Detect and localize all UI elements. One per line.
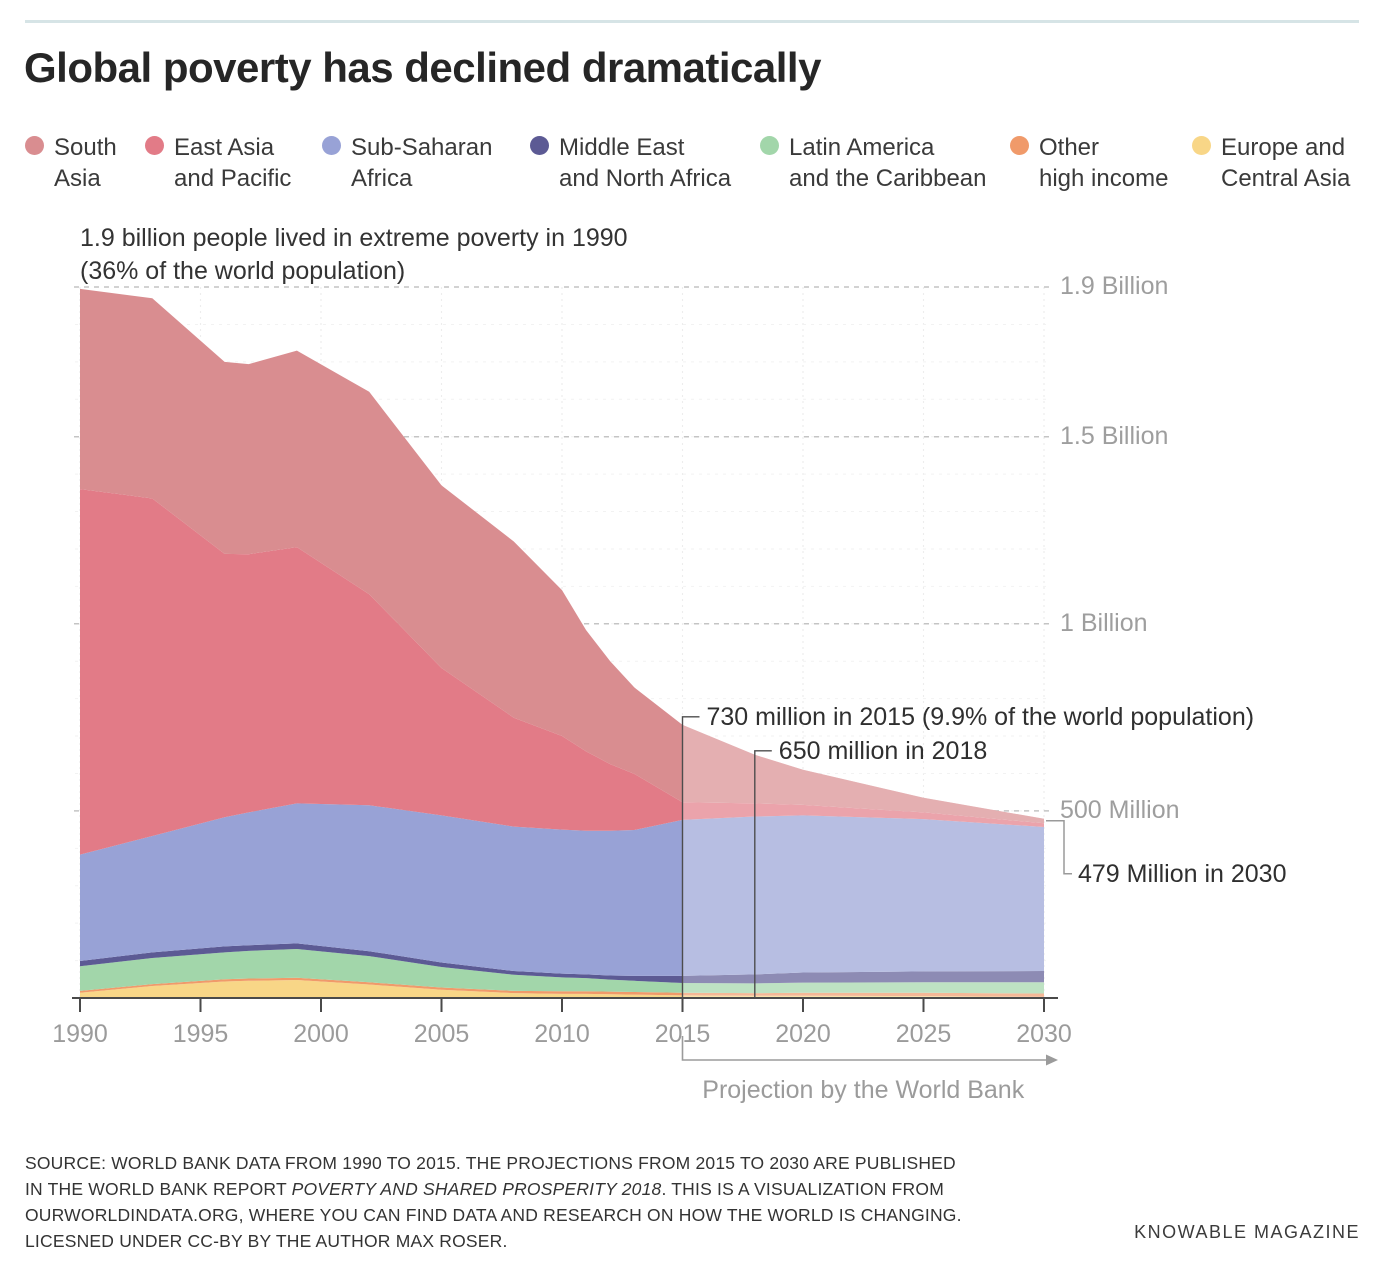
y-gridline-label: 1.9 Billion (1060, 272, 1169, 301)
legend-item-other-high-income: Other high income (1010, 132, 1168, 194)
x-axis-label-1990: 1990 (52, 1020, 108, 1048)
x-axis-label-1995: 1995 (172, 1020, 229, 1048)
y-gridline-label: 1.5 Billion (1060, 421, 1169, 450)
source-line-3: OURWORLDINDATA.ORG, WHERE YOU CAN FIND D… (25, 1205, 962, 1225)
projection-overlay (682, 288, 1044, 998)
annotation-2018: 650 million in 2018 (778, 736, 988, 765)
annotation-2030: 479 Million in 2030 (1078, 859, 1287, 888)
area-south-asia (80, 288, 1044, 824)
legend-item-sub-saharan-africa: Sub-Saharan Africa (322, 132, 492, 194)
legend-item-east-asia-and-pacific: East Asia and Pacific (145, 132, 291, 194)
source-note: SOURCE: WORLD BANK DATA FROM 1990 TO 201… (25, 1150, 962, 1254)
area-latin-america-and-the-caribbean (80, 948, 1044, 994)
area-sub-saharan-africa (80, 803, 1044, 976)
area-other-high-income (80, 977, 1044, 997)
callout-bracket-2030 (1046, 820, 1072, 875)
legend-item-middle-east-and-north-africa: Middle East and North Africa (530, 132, 731, 194)
y-gridline-label: 500 Million (1060, 795, 1180, 824)
x-axis-label-2015: 2015 (654, 1020, 711, 1048)
legend-item-south-asia: South Asia (25, 132, 117, 194)
projection-arrow (681, 1036, 1046, 1061)
legend-swatch-icon (322, 136, 341, 155)
chart-legend: South Asia East Asia and Pacific Sub-Sahar… (0, 132, 1384, 202)
annotation-1990: 1.9 billion people lived in extreme pove… (80, 222, 628, 288)
brand-knowable-magazine: KNOWABLE MAGAZINE (1134, 1222, 1360, 1242)
legend-item-label: Europe and Central Asia (1221, 134, 1351, 192)
source-report-title: POVERTY AND SHARED PROSPERITY 2018 (291, 1179, 662, 1199)
legend-swatch-icon (145, 136, 164, 155)
projection-label: Projection by the World Bank (702, 1076, 1025, 1104)
x-axis-label-2020: 2020 (775, 1020, 831, 1048)
y-gridline-label: 1 Billion (1060, 608, 1148, 637)
x-axis-label-2030: 2030 (1016, 1020, 1072, 1048)
top-accent-rule (25, 20, 1359, 23)
callout-line-2018 (754, 750, 772, 998)
legend-item-label: Latin America and the Caribbean (789, 134, 987, 192)
source-line-2: IN THE WORLD BANK REPORT POVERTY AND SHA… (25, 1179, 944, 1199)
source-line-4: LICESNED UNDER CC-BY BY THE AUTHOR MAX R… (25, 1231, 508, 1251)
legend-item-label: East Asia and Pacific (174, 134, 292, 192)
x-axis-label-2005: 2005 (413, 1020, 470, 1048)
area-middle-east-and-north-africa (80, 943, 1044, 984)
x-axis-label-2000: 2000 (293, 1020, 349, 1048)
legend-swatch-icon (1192, 136, 1211, 155)
annotation-1990-line2: (36% of the world population) (80, 257, 406, 285)
projection-arrowhead (1046, 1054, 1058, 1066)
legend-swatch-icon (760, 136, 779, 155)
legend-item-europe-and-central-asia: Europe and Central Asia (1192, 132, 1350, 194)
legend-item-latin-america-and-the-caribbean: Latin America and the Caribbean (760, 132, 986, 194)
area-europe-and-central-asia (80, 980, 1044, 998)
legend-swatch-icon (1010, 136, 1029, 155)
area-east-asia-and-pacific (80, 489, 1044, 855)
callout-line-2015 (681, 716, 700, 998)
legend-item-label: Middle East and North Africa (559, 134, 732, 192)
x-axis-label-2010: 2010 (534, 1020, 590, 1048)
annotation-2015: 730 million in 2015 (9.9% of the world p… (706, 702, 1255, 731)
page-title: Global poverty has declined dramatically (24, 44, 821, 91)
legend-item-label: Other high income (1039, 134, 1169, 192)
legend-item-label: South Asia (54, 134, 117, 192)
source-line-1: SOURCE: WORLD BANK DATA FROM 1990 TO 201… (25, 1153, 956, 1173)
annotation-1990-line1: 1.9 billion people lived in extreme pove… (80, 224, 628, 252)
x-axis-label-2025: 2025 (895, 1020, 952, 1048)
legend-swatch-icon (530, 136, 549, 155)
legend-swatch-icon (25, 136, 44, 155)
legend-item-label: Sub-Saharan Africa (351, 134, 493, 192)
